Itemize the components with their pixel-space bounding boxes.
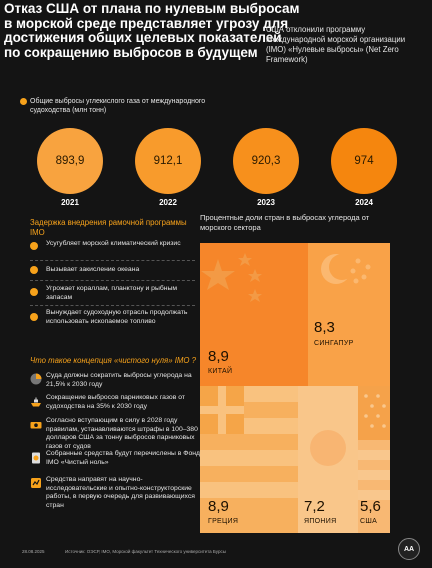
footer-source: Источник: ОЭСР, IMO, Морской факультет Т…: [65, 549, 226, 554]
emission-value: 974: [354, 155, 374, 167]
divider: [30, 260, 195, 261]
share-value: 8,3: [314, 319, 335, 336]
share-country: КИТАЙ: [208, 368, 233, 375]
ship-icon: [31, 397, 41, 407]
netzero-point: Собранные средства будут перечислены в Ф…: [46, 450, 200, 466]
shares-title: Процентные доли стран в выбросах углерод…: [200, 213, 370, 232]
bullet-icon: [30, 242, 38, 250]
emission-circle-2024: 974: [331, 128, 397, 194]
delay-reason: Усугубляет морской климатический кризис: [46, 240, 181, 247]
legend-dot: [20, 98, 27, 105]
tile-japan: 7,2 ЯПОНИЯ: [298, 386, 358, 533]
tile-greece: 8,9 ГРЕЦИЯ: [200, 386, 298, 533]
usa-flag-icon: [358, 386, 390, 500]
netzero-point: Суда должны сократить выбросы углерода н…: [46, 372, 192, 388]
delay-reason: Вызывает закисление океана: [46, 266, 140, 273]
emission-circle-2023: 920,3: [233, 128, 299, 194]
emission-year: 2024: [355, 198, 373, 207]
emission-circle-2022: 912,1: [135, 128, 201, 194]
tile-china: 8,9 КИТАЙ: [200, 243, 308, 386]
netzero-point: Средства направят на научно-исследовател…: [46, 476, 195, 509]
tile-usa: 5,6 США: [358, 386, 390, 533]
country-shares-treemap: 8,9 КИТАЙ 8,3 СИНГАПУР 8,9 ГРЕЦИЯ: [200, 243, 390, 533]
us-rejection-note: США отклонили программу Международной мо…: [266, 25, 406, 64]
delay-reason: Угрожает кораллам, планктону и рыбным за…: [46, 285, 178, 301]
title-line: по сокращению выбросов в будущем: [4, 44, 258, 60]
emission-year: 2021: [61, 198, 79, 207]
research-icon: [31, 478, 41, 488]
share-country: СИНГАПУР: [314, 340, 354, 347]
emission-year: 2022: [159, 198, 177, 207]
title-line: в морской среде представляет угрозу для: [4, 15, 289, 31]
pie-chart-icon: [30, 373, 42, 385]
emissions-label: Общие выбросы углекислого газа от междун…: [30, 98, 206, 114]
netzero-point: Сокращение выбросов парниковых газов от …: [46, 394, 185, 410]
footer-date: 28.08.2025: [22, 549, 45, 554]
money-icon: [30, 422, 42, 429]
delay-reason: Вынуждает судоходную отрасль продолжать …: [46, 309, 188, 325]
share-country: ЯПОНИЯ: [304, 518, 337, 525]
title-line: достижения общих целевых показателей: [4, 30, 282, 45]
share-country: США: [360, 518, 378, 525]
share-country: ГРЕЦИЯ: [208, 518, 239, 525]
netzero-point: Согласно вступающим в силу в 2028 году п…: [46, 417, 198, 450]
share-value: 8,9: [208, 498, 229, 515]
tile-singapore: 8,3 СИНГАПУР: [308, 243, 390, 386]
china-flag-star-icon: [201, 253, 262, 302]
page-title: Отказ США от плана по нулевым выбросам в…: [4, 1, 300, 60]
emission-circle-2021: 893,9: [37, 128, 103, 194]
logo-text: AA: [403, 545, 415, 553]
delay-section-title: Задержка внедрения рамочной программы IM…: [30, 218, 187, 237]
share-value: 7,2: [304, 498, 325, 515]
bullet-icon: [30, 288, 38, 296]
emission-year: 2023: [257, 198, 275, 207]
divider: [30, 305, 195, 306]
emission-value: 893,9: [55, 155, 85, 167]
divider: [30, 280, 195, 281]
aa-logo: AA: [398, 538, 420, 560]
emission-value: 920,3: [251, 155, 281, 167]
netzero-section-title: Что такое концепция «чистого нуля» IMO ?: [30, 356, 196, 365]
title-line: Отказ США от плана по нулевым выбросам: [4, 1, 300, 16]
japan-flag-circle-icon: [310, 430, 346, 466]
emission-value: 912,1: [153, 155, 183, 167]
bullet-icon: [30, 313, 38, 321]
singapore-flag-moon-icon: [321, 254, 371, 284]
coins-icon: [32, 452, 40, 464]
greece-flag-stripes-icon: [200, 386, 298, 498]
share-value: 5,6: [360, 498, 381, 515]
bullet-icon: [30, 266, 38, 274]
share-value: 8,9: [208, 348, 229, 365]
